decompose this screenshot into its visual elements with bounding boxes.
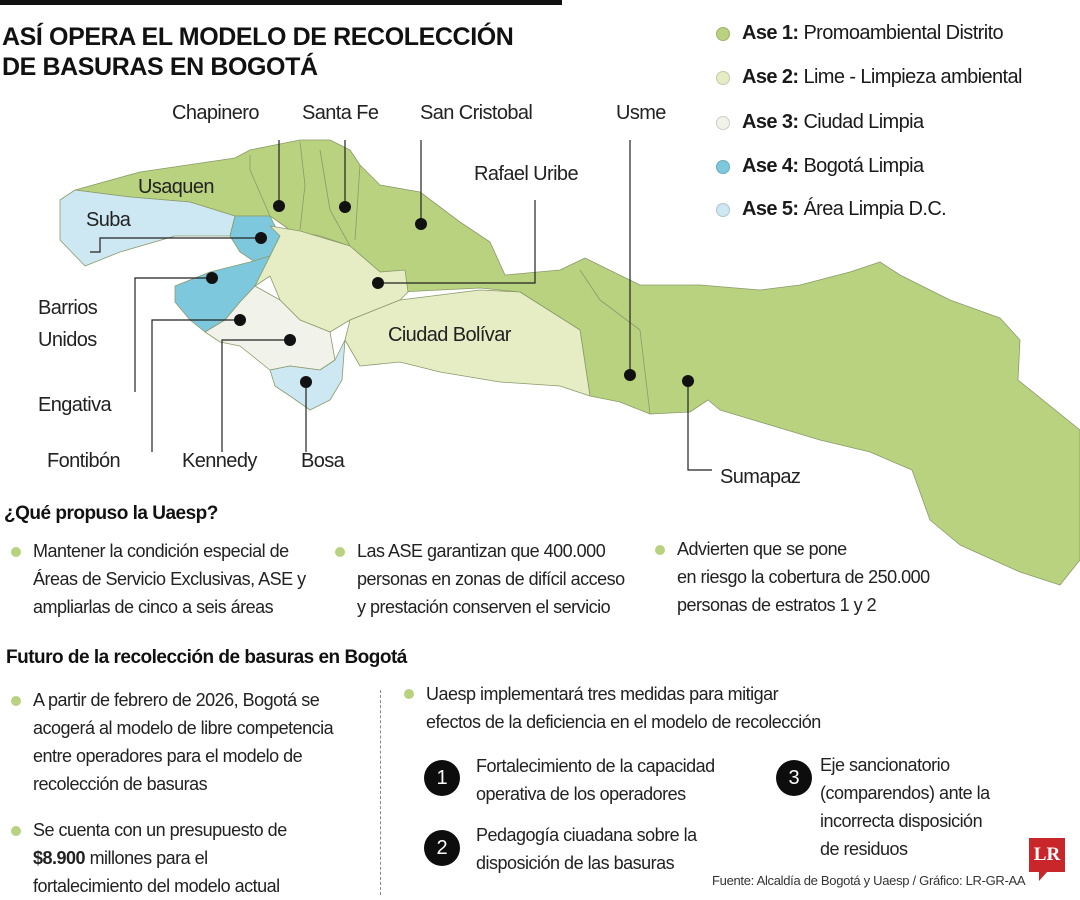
marker-bosa [300,376,312,388]
legend-ase-2: Ase 2: Lime - Limpieza ambiental [716,66,1022,89]
label-san-cristobal: San Cristobal [420,102,533,124]
marker-usme [624,369,636,381]
region-ase-5-bosa [269,339,346,411]
legend-dot [716,26,730,41]
label-ciudad-bolivar: Ciudad Bolívar [388,324,511,346]
marker-santa-fe [339,201,351,213]
title-line-2: DE BASURAS EN BOGOTÁ [2,53,318,81]
uaesp-item-2: Las ASE garantizan que 400.000 personas e… [335,537,625,621]
marker-san-cristobal [415,218,427,230]
label-kennedy: Kennedy [182,450,257,472]
legend-dot [716,115,730,130]
source-credit: Fuente: Alcaldía de Bogotá y Uaesp / Grá… [712,873,1026,888]
top-rule [0,0,562,5]
region-ase-2-center [254,225,409,333]
futuro-heading: Futuro de la recolección de basuras en B… [6,647,407,668]
label-sumapaz: Sumapaz [720,466,801,488]
futuro-item-1: A partir de febrero de 2026, Bogotá se ac… [11,686,334,798]
uaesp-heading: ¿Qué propuso la Uaesp? [4,503,218,524]
step-3-text: Eje sancionatorio (comparendos) ante la in… [820,755,990,859]
label-usme: Usme [616,102,666,124]
marker-kennedy [284,334,296,346]
region-ase-2-ciudad-bolivar [344,289,591,397]
step-number-1: 1 [424,760,460,796]
legend-dot [716,70,730,85]
marker-rafael-uribe [372,277,384,289]
label-fontibon: Fontibón [47,450,121,472]
marker-sumapaz [682,375,694,387]
title-line-1: ASÍ OPERA EL MODELO DE RECOLECCIÓN [2,23,514,51]
marker-barrios-unidos [255,232,267,244]
uaesp-item-3: Advierten que se pone en riesgo la cobert… [655,535,930,619]
label-chapinero: Chapinero [172,102,259,124]
marker-chapinero [273,200,285,212]
marker-engativa [206,272,218,284]
label-suba: Suba [86,209,131,231]
legend-dot [716,159,730,174]
futuro-item-2: Se cuenta con un presupuesto de $8.900 mi… [11,816,287,900]
legend-ase-3: Ase 3: Ciudad Limpia [716,111,924,134]
uaesp-item-1: Mantener la condición especial de Áreas d… [11,537,306,621]
legend-ase-5: Ase 5: Área Limpia D.C. [716,198,947,221]
marker-fontibon [234,314,246,326]
label-usaquen: Usaquen [138,176,214,198]
step-2-text: Pedagogía ciuadana sobre la disposición d… [476,825,697,873]
futuro-intro: Uaesp implementará tres medidas para mit… [404,680,821,736]
page-title: ASÍ OPERA EL MODELO DE RECOLECCIÓN DE BA… [2,22,514,82]
bogota-map [59,139,1080,586]
legend-ase-4: Ase 4: Bogotá Limpia [716,155,924,178]
label-santa-fe: Santa Fe [302,102,379,124]
label-bosa: Bosa [301,450,345,472]
step-number-2: 2 [424,830,460,866]
step-1-text: Fortalecimiento de la capacidad operativa… [476,756,715,804]
label-barrios-unidos: Barrios Unidos [38,297,98,351]
step-number-3: 3 [776,760,812,796]
lr-logo: LR [1029,838,1065,881]
section-divider [380,690,381,895]
legend-dot [716,202,730,217]
label-rafael-uribe: Rafael Uribe [474,163,579,185]
legend-ase-1: Ase 1: Promoambiental Distrito [716,22,1004,45]
label-engativa: Engativa [38,394,112,416]
